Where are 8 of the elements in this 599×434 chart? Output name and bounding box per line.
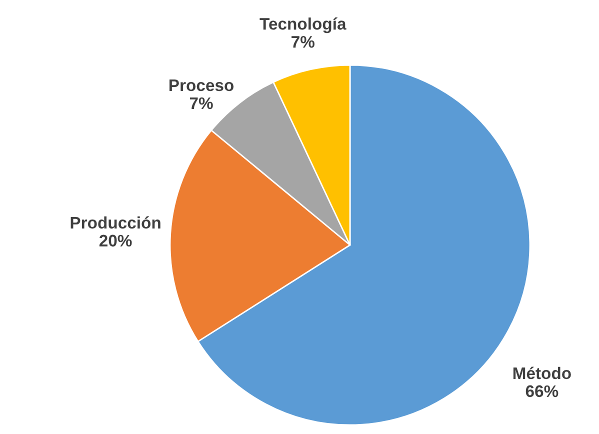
data-label: 66% <box>526 385 558 398</box>
slice-label: Proceso <box>170 80 234 92</box>
data-label: 7% <box>292 36 314 48</box>
data-label: 20% <box>99 234 132 247</box>
data-label: 7% <box>190 97 213 110</box>
slice-label: Tecnología <box>260 17 346 34</box>
slice-label: Método <box>513 366 571 380</box>
slice-label: Producción <box>70 216 160 229</box>
